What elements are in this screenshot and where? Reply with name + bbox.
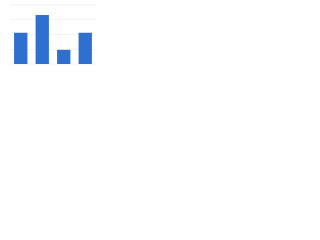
bar <box>35 15 49 65</box>
bar <box>78 32 92 64</box>
bar <box>57 49 71 64</box>
bar <box>14 32 28 64</box>
chart <box>10 4 96 65</box>
